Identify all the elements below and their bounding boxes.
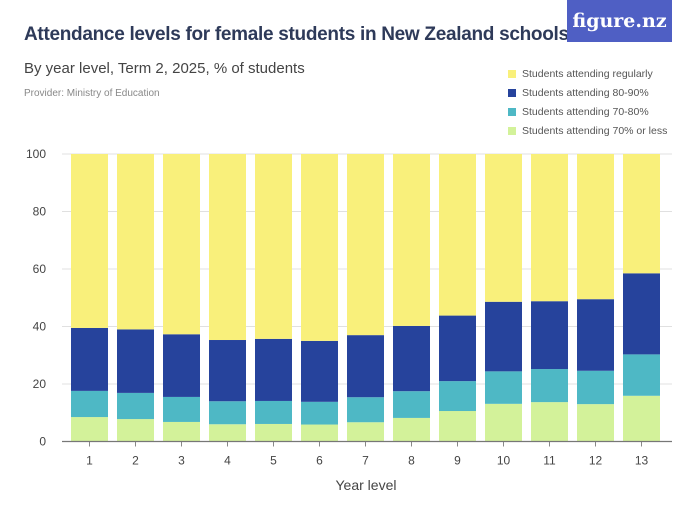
bar-segment — [439, 154, 476, 316]
legend-item-70-80: Students attending 70-80% — [508, 102, 667, 121]
bar-segment — [209, 401, 246, 425]
bar-segment — [531, 154, 568, 302]
bar-segment — [209, 154, 246, 341]
bar-segment — [439, 315, 476, 382]
bar-segment — [255, 154, 292, 339]
legend-item-regularly: Students attending regularly — [508, 64, 667, 83]
bar-segment — [347, 422, 384, 442]
bar-segment — [117, 392, 154, 420]
bar-segment — [301, 424, 338, 442]
x-tick-label: 13 — [635, 454, 649, 468]
bar-segment — [209, 340, 246, 402]
bar-segment — [623, 395, 660, 442]
bar-segment — [531, 369, 568, 403]
bar-segment — [163, 154, 200, 335]
x-tick-label: 3 — [178, 454, 185, 468]
x-tick-label: 2 — [132, 454, 139, 468]
bar-segment — [301, 401, 338, 425]
bar-segment — [347, 397, 384, 423]
bar-segment — [117, 154, 154, 330]
x-tick-label: 1 — [86, 454, 93, 468]
bar-segment — [301, 340, 338, 402]
x-tick-label: 4 — [224, 454, 231, 468]
y-tick-label: 20 — [33, 377, 47, 391]
bar-segment — [393, 391, 430, 418]
bar-segment — [393, 417, 430, 442]
legend-item-80-90: Students attending 80-90% — [508, 83, 667, 102]
x-tick-label: 7 — [362, 454, 369, 468]
x-tick-label: 8 — [408, 454, 415, 468]
y-tick-label: 40 — [33, 320, 47, 334]
bar-segment — [577, 154, 614, 300]
bar-segment — [577, 370, 614, 405]
x-tick-label: 6 — [316, 454, 323, 468]
chart-subtitle: By year level, Term 2, 2025, % of studen… — [24, 60, 305, 77]
x-tick-label: 9 — [454, 454, 461, 468]
legend-swatch — [508, 107, 516, 116]
bar-segment — [485, 371, 522, 404]
x-axis-label: Year level — [336, 477, 397, 493]
bar-segment — [255, 423, 292, 442]
y-tick-label: 80 — [33, 205, 47, 219]
bar-segment — [439, 411, 476, 442]
bar-segment — [485, 154, 522, 302]
bar-segment — [531, 301, 568, 370]
bar-segment — [209, 424, 246, 442]
bar-segment — [301, 154, 338, 341]
bar-segment — [623, 273, 660, 355]
bar-segment — [393, 154, 430, 326]
figure-nz-logo[interactable]: figure.nz — [567, 0, 672, 42]
x-tick-label: 12 — [589, 454, 603, 468]
bar-segment — [71, 417, 108, 442]
legend-swatch — [508, 69, 516, 78]
bar-segment — [439, 381, 476, 412]
bar-segment — [347, 154, 384, 336]
bar-segment — [163, 421, 200, 442]
legend-label: Students attending 80-90% — [522, 86, 649, 99]
bar-segment — [255, 338, 292, 401]
bar-segment — [347, 335, 384, 398]
legend-swatch — [508, 88, 516, 97]
legend-swatch — [508, 126, 516, 135]
logo-text: figure.nz — [572, 10, 667, 32]
bar-segment — [71, 327, 108, 391]
x-tick-label: 11 — [543, 454, 556, 468]
legend-label: Students attending regularly — [522, 67, 653, 80]
bar-segment — [255, 400, 292, 424]
bar-segment — [117, 329, 154, 393]
bar-segment — [577, 299, 614, 371]
legend-label: Students attending 70-80% — [522, 105, 649, 118]
bar-segment — [163, 396, 200, 422]
y-tick-label: 0 — [39, 435, 46, 449]
bar-segment — [485, 403, 522, 442]
y-tick-label: 100 — [26, 147, 46, 161]
bar-segment — [117, 419, 154, 442]
y-tick-label: 60 — [33, 262, 47, 276]
x-tick-label: 10 — [497, 454, 511, 468]
bar-segment — [163, 334, 200, 397]
legend-item-70-less: Students attending 70% or less — [508, 121, 667, 140]
bar-segment — [393, 325, 430, 392]
legend: Students attending regularly Students at… — [508, 64, 667, 140]
bar-segment — [577, 404, 614, 442]
bar-segment — [531, 402, 568, 442]
provider-note: Provider: Ministry of Education — [24, 88, 160, 99]
legend-label: Students attending 70% or less — [522, 124, 668, 137]
chart-title: Attendance levels for female students in… — [24, 24, 569, 45]
bar-segment — [71, 154, 108, 328]
bar-segment — [623, 154, 660, 274]
x-tick-label: 5 — [270, 454, 277, 468]
bar-segment — [485, 301, 522, 372]
bar-segment — [71, 390, 108, 418]
bar-segment — [623, 354, 660, 396]
